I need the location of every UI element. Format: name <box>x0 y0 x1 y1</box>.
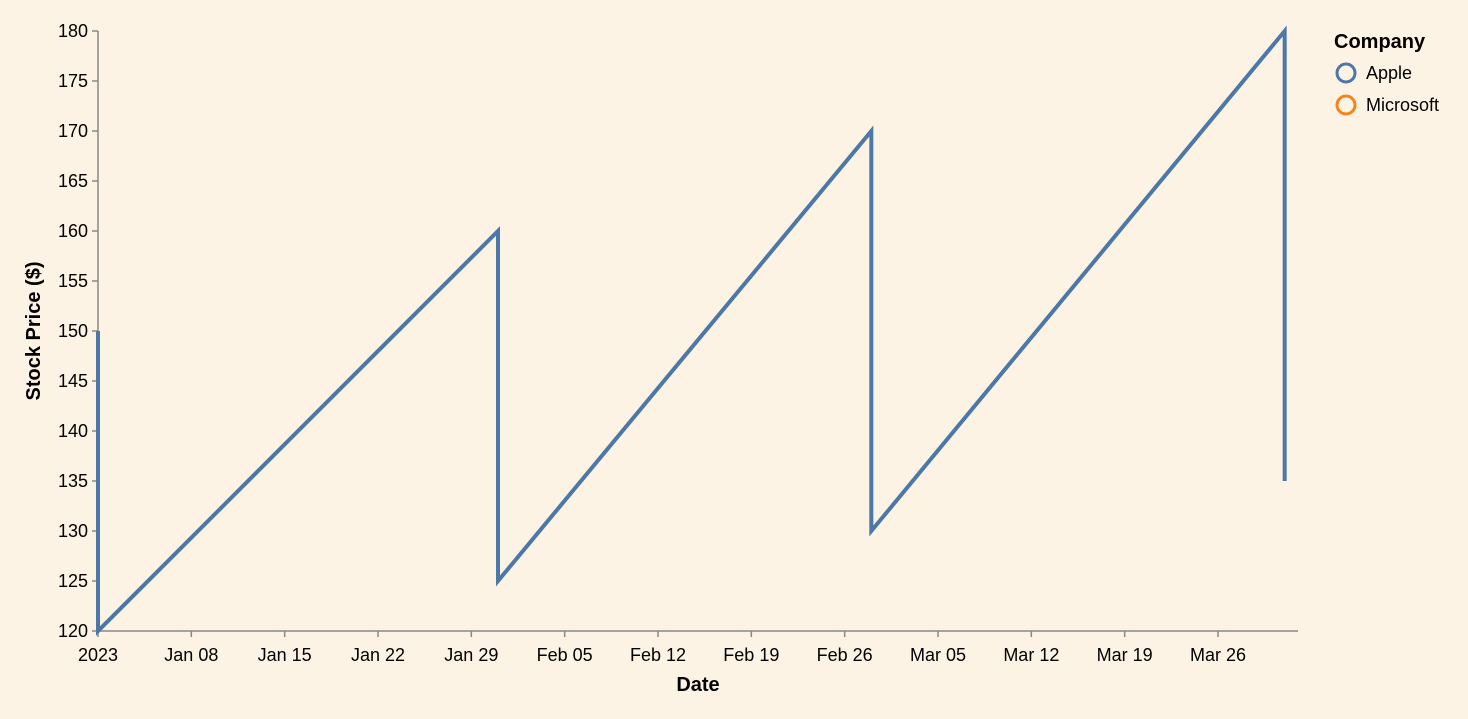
y-tick-label: 150 <box>58 321 88 341</box>
legend-title: Company <box>1334 31 1426 53</box>
y-tick-label: 175 <box>58 71 88 91</box>
y-tick-label: 145 <box>58 371 88 391</box>
legend-label-microsoft[interactable]: Microsoft <box>1366 95 1439 115</box>
y-tick-label: 155 <box>58 271 88 291</box>
x-tick-label: Feb 26 <box>817 645 873 665</box>
x-tick-label: Feb 05 <box>537 645 593 665</box>
x-tick-label: Mar 12 <box>1003 645 1059 665</box>
y-tick-label: 160 <box>58 221 88 241</box>
series-line-apple <box>96 25 1287 636</box>
legend-symbol-apple[interactable] <box>1335 62 1357 84</box>
y-tick-label: 140 <box>58 421 88 441</box>
y-tick-label: 170 <box>58 121 88 141</box>
y-tick-label: 130 <box>58 521 88 541</box>
x-tick-label: Jan 15 <box>258 645 312 665</box>
x-tick-label: Feb 19 <box>723 645 779 665</box>
series-layer <box>96 25 1287 636</box>
y-tick-label: 125 <box>58 571 88 591</box>
y-axis-title: Stock Price ($) <box>23 262 45 401</box>
y-tick-label: 180 <box>58 21 88 41</box>
legend-label-apple[interactable]: Apple <box>1366 63 1412 83</box>
x-axis: 2023 Jan 08 Jan 15 Jan 22 Jan 29 Feb 05 Feb 12… <box>78 630 1298 665</box>
x-tick-label: Mar 19 <box>1097 645 1153 665</box>
x-tick-label: Mar 26 <box>1190 645 1246 665</box>
y-tick-label: 165 <box>58 171 88 191</box>
x-tick-label: Jan 08 <box>164 645 218 665</box>
x-tick-label: Feb 12 <box>630 645 686 665</box>
x-axis-title: Date <box>676 674 719 696</box>
x-tick-label: 2023 <box>78 645 118 665</box>
x-tick-label: Jan 29 <box>444 645 498 665</box>
y-axis: 120 125 130 135 140 145 150 155 160 165 170 175 180 <box>58 21 99 641</box>
legend-symbol-microsoft[interactable] <box>1335 94 1357 116</box>
x-tick-label: Jan 22 <box>351 645 405 665</box>
y-tick-label: 135 <box>58 471 88 491</box>
y-tick-label: 120 <box>58 621 88 641</box>
x-tick-label: Mar 05 <box>910 645 966 665</box>
legend: Company Apple Microsoft <box>1334 31 1439 116</box>
